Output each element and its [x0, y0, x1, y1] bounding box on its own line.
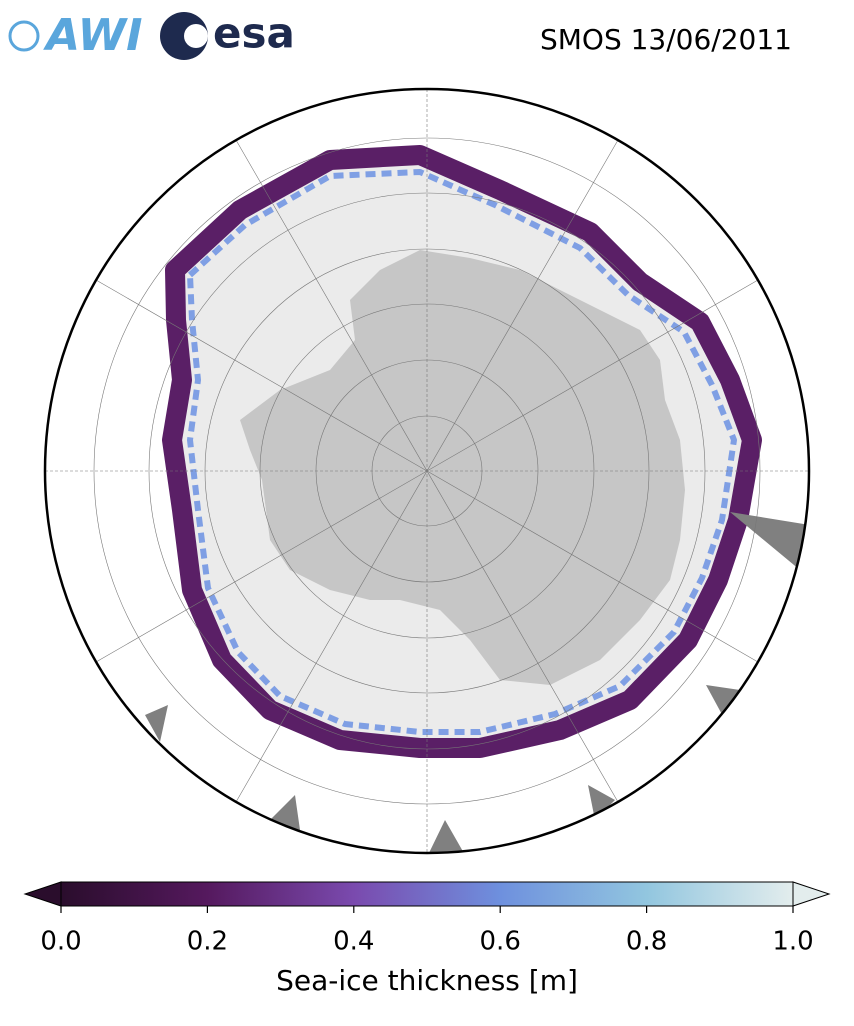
colorbar-tick-label: 0.6 — [480, 927, 521, 957]
sea-ice-edge — [187, 169, 737, 735]
colorbar-bar — [60, 881, 794, 907]
esa-text: esa — [213, 9, 295, 58]
colorbar-tick-label: 0.4 — [333, 927, 374, 957]
esa-logo: esa — [160, 9, 295, 60]
title: SMOS 13/06/2011 — [540, 23, 792, 56]
colorbar-tick-label: 1.0 — [772, 927, 813, 957]
antarctica — [240, 250, 685, 685]
map — [45, 89, 809, 853]
colorbar: 0.0 0.2 0.4 0.6 0.8 1.0 — [23, 881, 831, 957]
graticule — [45, 89, 809, 853]
awi-text: AWI — [43, 10, 143, 61]
colorbar-tick-label: 0.2 — [187, 927, 228, 957]
colorbar-label: Sea-ice thickness [m] — [276, 964, 578, 997]
awi-logo: AWI — [8, 10, 143, 61]
colorbar-extend-low — [23, 881, 62, 907]
colorbar-extend-high — [792, 881, 831, 907]
map-frame — [43, 87, 811, 855]
colorbar-tick-label: 0.8 — [626, 927, 667, 957]
colorbar-tick-label: 0.0 — [40, 927, 81, 957]
